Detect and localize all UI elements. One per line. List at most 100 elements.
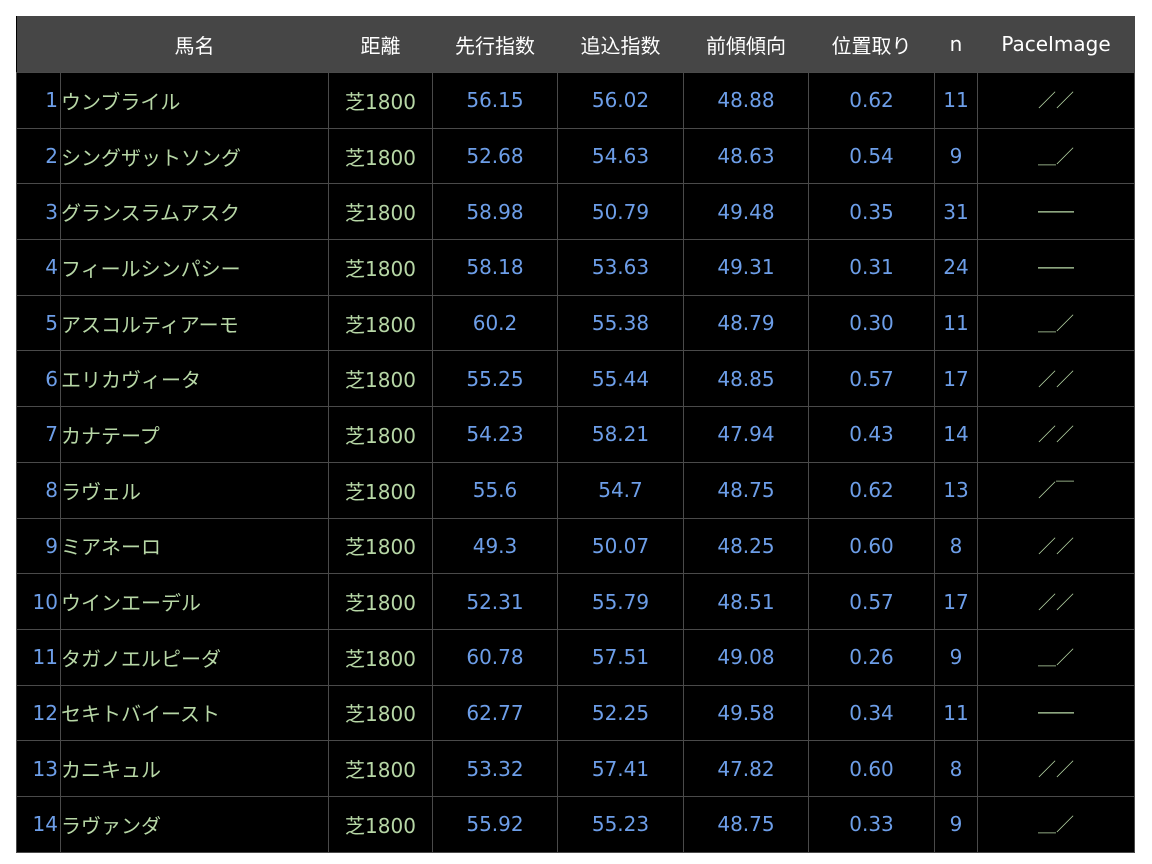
cell-index: 12 [16, 684, 61, 742]
cell-zenkei-tendency: 47.82 [683, 740, 809, 797]
column-header-distance[interactable]: 距離 [328, 16, 433, 73]
cell-position: 0.35 [808, 183, 935, 241]
column-header-horse-name[interactable]: 馬名 [60, 16, 329, 73]
column-header-position[interactable]: 位置取り [808, 16, 935, 73]
cell-distance: 芝1800 [328, 461, 433, 519]
cell-pace-image: ―― [977, 684, 1135, 742]
cell-oikomi-index: 58.21 [557, 406, 684, 463]
cell-distance: 芝1800 [328, 795, 433, 853]
cell-pace-image: ／／ [977, 72, 1135, 129]
cell-index: 2 [16, 127, 61, 185]
cell-count: 17 [934, 350, 978, 408]
cell-position: 0.43 [808, 406, 935, 463]
cell-horse-name: グランスラムアスク [60, 183, 329, 241]
cell-index: 10 [16, 573, 61, 630]
column-header-oikomi-index[interactable]: 追込指数 [557, 16, 684, 73]
column-header-index[interactable] [16, 16, 61, 73]
cell-oikomi-index: 53.63 [557, 239, 684, 296]
cell-senko-index: 58.18 [432, 239, 558, 296]
cell-horse-name: ウンブライル [60, 72, 329, 129]
cell-position: 0.30 [808, 294, 935, 352]
column-header-count[interactable]: n [934, 16, 978, 73]
cell-count: 17 [934, 573, 978, 630]
cell-position: 0.57 [808, 573, 935, 630]
cell-distance: 芝1800 [328, 72, 433, 129]
cell-pace-image: ―― [977, 183, 1135, 241]
cell-zenkei-tendency: 48.51 [683, 573, 809, 630]
table-row: 6 エリカヴィータ 芝1800 55.25 55.44 48.85 0.57 17 ／／ [16, 350, 1135, 408]
cell-position: 0.34 [808, 684, 935, 742]
cell-oikomi-index: 55.38 [557, 294, 684, 352]
column-header-pace-image[interactable]: PaceImage [977, 16, 1135, 73]
cell-distance: 芝1800 [328, 350, 433, 408]
cell-count: 13 [934, 461, 978, 519]
cell-zenkei-tendency: 48.85 [683, 350, 809, 408]
cell-distance: 芝1800 [328, 740, 433, 797]
cell-distance: 芝1800 [328, 183, 433, 241]
table-row: 8 ラヴェル 芝1800 55.6 54.7 48.75 0.62 13 ／￣ [16, 461, 1135, 519]
table-row: 10 ウインエーデル 芝1800 52.31 55.79 48.51 0.57 17 ／／ [16, 573, 1135, 630]
cell-index: 4 [16, 239, 61, 296]
cell-pace-image: ／／ [977, 573, 1135, 630]
cell-position: 0.60 [808, 517, 935, 575]
cell-pace-image: ＿／ [977, 127, 1135, 185]
cell-distance: 芝1800 [328, 239, 433, 296]
cell-senko-index: 55.92 [432, 795, 558, 853]
cell-senko-index: 54.23 [432, 406, 558, 463]
cell-senko-index: 49.3 [432, 517, 558, 575]
cell-senko-index: 55.6 [432, 461, 558, 519]
cell-distance: 芝1800 [328, 517, 433, 575]
cell-count: 11 [934, 72, 978, 129]
cell-zenkei-tendency: 48.75 [683, 461, 809, 519]
cell-horse-name: シングザットソング [60, 127, 329, 185]
table-row: 5 アスコルティアーモ 芝1800 60.2 55.38 48.79 0.30 11 ＿／ [16, 294, 1135, 352]
cell-horse-name: エリカヴィータ [60, 350, 329, 408]
cell-index: 8 [16, 461, 61, 519]
cell-pace-image: ／／ [977, 406, 1135, 463]
cell-oikomi-index: 57.51 [557, 628, 684, 686]
cell-count: 9 [934, 628, 978, 686]
cell-oikomi-index: 54.63 [557, 127, 684, 185]
cell-position: 0.31 [808, 239, 935, 296]
table-row: 1 ウンブライル 芝1800 56.15 56.02 48.88 0.62 11 ／／ [16, 72, 1135, 129]
cell-senko-index: 52.68 [432, 127, 558, 185]
header-row: 馬名 距離 先行指数 追込指数 前傾傾向 位置取り n PaceImage [16, 16, 1135, 73]
table-row: 13 カニキュル 芝1800 53.32 57.41 47.82 0.60 8 ／／ [16, 740, 1135, 797]
cell-index: 3 [16, 183, 61, 241]
cell-horse-name: ミアネーロ [60, 517, 329, 575]
cell-position: 0.54 [808, 127, 935, 185]
cell-oikomi-index: 57.41 [557, 740, 684, 797]
cell-zenkei-tendency: 48.79 [683, 294, 809, 352]
table-row: 3 グランスラムアスク 芝1800 58.98 50.79 49.48 0.35 31 ―― [16, 183, 1135, 241]
cell-position: 0.62 [808, 461, 935, 519]
cell-horse-name: ラヴァンダ [60, 795, 329, 853]
cell-oikomi-index: 54.7 [557, 461, 684, 519]
cell-distance: 芝1800 [328, 573, 433, 630]
cell-zenkei-tendency: 48.88 [683, 72, 809, 129]
column-header-zenkei-tendency[interactable]: 前傾傾向 [683, 16, 809, 73]
cell-horse-name: カナテープ [60, 406, 329, 463]
cell-distance: 芝1800 [328, 294, 433, 352]
cell-pace-image: ／￣ [977, 461, 1135, 519]
cell-zenkei-tendency: 48.75 [683, 795, 809, 853]
table-row: 2 シングザットソング 芝1800 52.68 54.63 48.63 0.54 9 ＿／ [16, 127, 1135, 185]
table-row: 14 ラヴァンダ 芝1800 55.92 55.23 48.75 0.33 9 ＿／ [16, 795, 1135, 853]
cell-senko-index: 62.77 [432, 684, 558, 742]
cell-pace-image: ―― [977, 239, 1135, 296]
cell-horse-name: アスコルティアーモ [60, 294, 329, 352]
cell-count: 14 [934, 406, 978, 463]
cell-oikomi-index: 55.44 [557, 350, 684, 408]
cell-horse-name: カニキュル [60, 740, 329, 797]
cell-horse-name: ラヴェル [60, 461, 329, 519]
table-row: 9 ミアネーロ 芝1800 49.3 50.07 48.25 0.60 8 ／／ [16, 517, 1135, 575]
cell-index: 14 [16, 795, 61, 853]
cell-senko-index: 55.25 [432, 350, 558, 408]
cell-senko-index: 52.31 [432, 573, 558, 630]
cell-pace-image: ／／ [977, 517, 1135, 575]
table-row: 7 カナテープ 芝1800 54.23 58.21 47.94 0.43 14 ／／ [16, 406, 1135, 463]
cell-position: 0.26 [808, 628, 935, 686]
cell-index: 13 [16, 740, 61, 797]
column-header-senko-index[interactable]: 先行指数 [432, 16, 558, 73]
cell-count: 9 [934, 127, 978, 185]
cell-horse-name: セキトバイースト [60, 684, 329, 742]
